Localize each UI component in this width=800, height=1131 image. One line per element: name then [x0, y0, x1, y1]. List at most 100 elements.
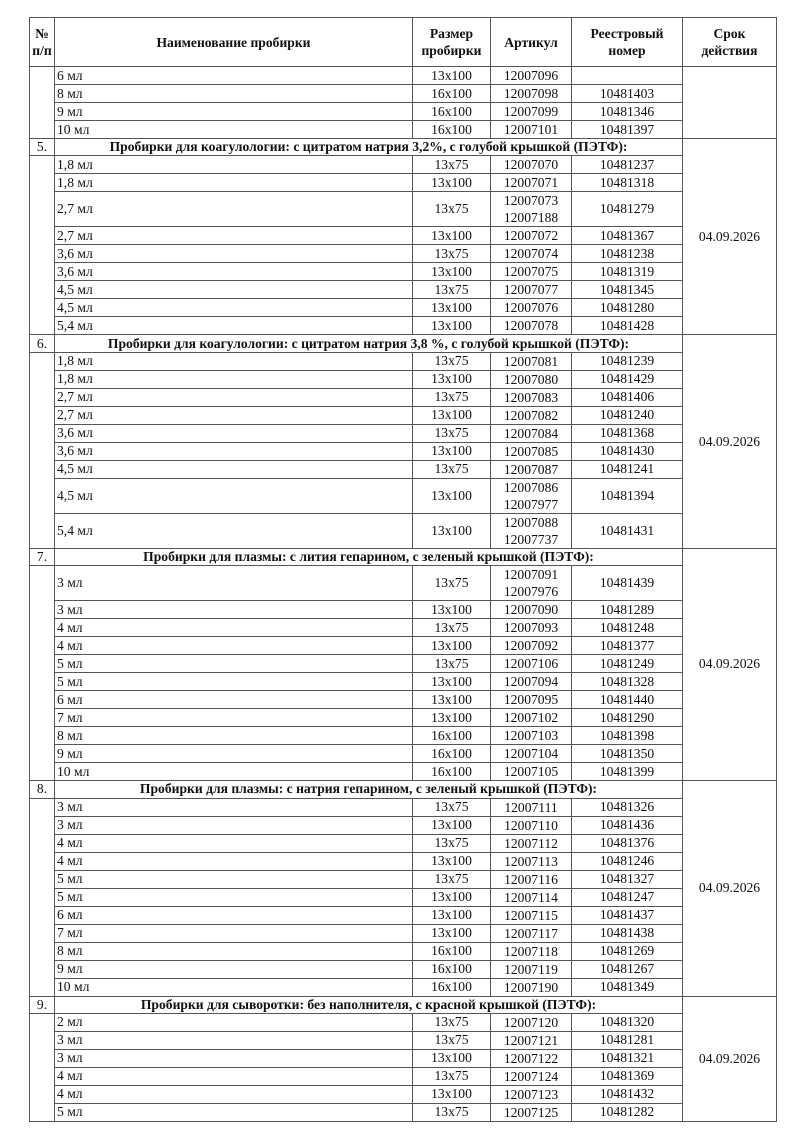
registry-number: 10481279	[571, 191, 683, 228]
header-size: Размер пробирки	[412, 17, 491, 67]
article-number: 12007111	[504, 799, 558, 815]
registry-number: 10481249	[571, 654, 683, 674]
tube-name: 6 мл	[54, 66, 413, 85]
article-cell: 12007096	[490, 66, 572, 85]
article-cell: 12007101	[490, 120, 572, 139]
table-row: 2 мл 13x75 12007120 10481320	[29, 1012, 777, 1122]
tube-size: 13x75	[412, 1066, 491, 1086]
header-name: Наименование пробирки	[54, 17, 413, 67]
table-row: 8 мл 16x100 12007118 10481269	[30, 941, 777, 961]
table-row: 7 мл 13x100 12007117 10481438	[30, 923, 777, 943]
tube-size: 16x100	[412, 726, 491, 746]
tube-name: 8 мл	[54, 84, 413, 103]
tube-name: 5,4 мл	[54, 316, 413, 336]
article-cell: 12007093	[490, 618, 572, 638]
table-row: 8 мл 16x100 12007103 10481398	[30, 726, 777, 746]
article-number: 12007190	[503, 979, 559, 995]
section-number: 6.	[29, 334, 55, 353]
registry-number: 10481349	[571, 977, 683, 997]
tube-name: 1,8 мл	[54, 155, 413, 175]
table-row: 3 мл 13x75 12007121 10481281	[30, 1030, 777, 1050]
article-number: 12007084	[503, 425, 559, 441]
table-row: 4 мл 13x75 12007093 10481248	[30, 618, 777, 638]
article-number: 12007093	[503, 620, 559, 636]
tube-size: 13x75	[412, 1030, 491, 1050]
article-cell: 12007085	[490, 441, 572, 461]
section-header-row: 8. Пробирки для плазмы: с натрия гепарино…	[29, 780, 777, 997]
tube-size: 13x75	[412, 833, 491, 853]
tube-size: 13x100	[412, 226, 491, 246]
article-number: 12007115	[504, 907, 558, 923]
section-number: 8.	[29, 780, 55, 799]
registry-number: 10481280	[571, 298, 683, 318]
article-cell: 12007091 12007976	[490, 565, 572, 602]
number-blank	[29, 797, 55, 997]
registry-number: 10481345	[571, 280, 683, 300]
section-header-row: 5. Пробирки для коагулологии: с цитратом …	[29, 137, 777, 336]
article-number: 12007099	[503, 104, 559, 119]
expiry-date: 04.09.2026	[682, 334, 777, 549]
article-number: 12007092	[503, 638, 559, 654]
registry-number: 10481428	[571, 316, 683, 336]
table-row: 3,6 мл 13x100 12007085 10481430	[30, 441, 777, 461]
tube-size: 13x75	[412, 387, 491, 407]
registry-number: 10481438	[571, 923, 683, 943]
table-row: 3,6 мл 13x75 12007084 10481368	[30, 423, 777, 443]
tube-size: 13x100	[412, 672, 491, 692]
section-number: 7.	[29, 547, 55, 567]
tube-name: 3,6 мл	[54, 244, 413, 264]
article-number: 12007737	[503, 531, 559, 547]
tube-name: 4,5 мл	[54, 280, 413, 300]
registry-number: 10481247	[571, 887, 683, 907]
tube-size: 13x100	[412, 1084, 491, 1104]
table-row: 4,5 мл 13x75 12007077 10481345	[30, 280, 777, 300]
table-row: 6 мл 13x100 12007115 10481437	[30, 905, 777, 925]
tube-size: 13x75	[412, 155, 491, 175]
table-row: 9 мл 16x100 12007104 10481350	[30, 744, 777, 764]
table-row: 2,7 мл 13x75 12007083 10481406	[30, 387, 777, 407]
tube-name: 3 мл	[54, 1048, 413, 1068]
registry-number: 10481436	[571, 815, 683, 835]
table-row: 4 мл 13x75 12007112 10481376	[30, 833, 777, 853]
tube-size: 13x100	[412, 905, 491, 925]
article-number: 12007102	[503, 710, 559, 726]
article-number: 12007083	[503, 389, 559, 405]
tube-size: 13x100	[412, 923, 491, 943]
article-number: 12007114	[504, 889, 558, 905]
article-number: 12007080	[503, 371, 559, 387]
tube-size: 16x100	[412, 941, 491, 961]
article-number: 12007104	[503, 746, 559, 762]
article-number: 12007077	[503, 282, 559, 298]
registry-number: 10481321	[571, 1048, 683, 1068]
tube-name: 5 мл	[54, 869, 413, 889]
registry-number: 10481238	[571, 244, 683, 264]
table-row: 1,8 мл 13x100 12007071 10481318	[30, 173, 777, 193]
article-cell: 12007118	[490, 941, 572, 961]
article-cell: 12007115	[490, 905, 572, 925]
tube-name: 2 мл	[54, 1012, 413, 1032]
registry-number: 10481290	[571, 708, 683, 728]
tube-name: 4,5 мл	[54, 477, 413, 514]
article-number: 12007977	[503, 496, 559, 512]
article-cell: 12007122	[490, 1048, 572, 1068]
tube-name: 3 мл	[54, 600, 413, 620]
tube-name: 9 мл	[54, 102, 413, 121]
article-number: 12007085	[503, 443, 559, 459]
number-blank	[29, 66, 55, 139]
registry-number: 10481376	[571, 833, 683, 853]
article-cell: 12007073 12007188	[490, 191, 572, 228]
article-cell: 12007080	[490, 369, 572, 389]
tube-size: 13x100	[412, 512, 491, 549]
table-row: 10 мл 16x100 12007105 10481399	[30, 762, 777, 782]
article-number: 12007096	[503, 68, 559, 83]
tube-name: 1,8 мл	[54, 351, 413, 371]
registry-number: 10481327	[571, 869, 683, 889]
table-header-row: № п/п Наименование пробирки Размер проби…	[29, 17, 777, 67]
article-cell: 12007070	[490, 155, 572, 175]
table-row: 3 мл 13x100 12007090 10481289	[30, 600, 777, 620]
article-cell: 12007078	[490, 316, 572, 336]
article-cell: 12007123	[490, 1084, 572, 1104]
tube-size: 16x100	[412, 959, 491, 979]
tube-name: 10 мл	[54, 120, 413, 139]
tube-size: 13x75	[412, 280, 491, 300]
